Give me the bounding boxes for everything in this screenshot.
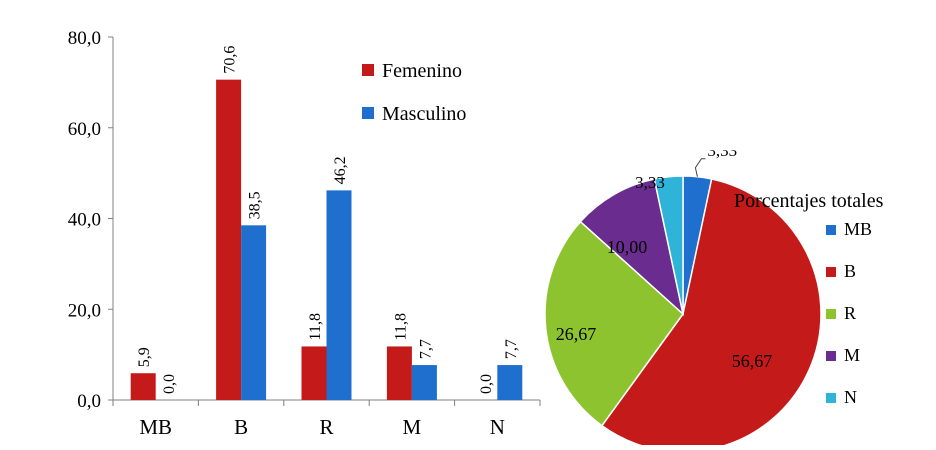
y-tick-label: 80,0 xyxy=(68,28,101,49)
pie-legend-label-r: R xyxy=(844,303,856,323)
data-label: 46,2 xyxy=(332,156,349,184)
pie-legend-swatch-mb xyxy=(826,225,836,235)
x-tick-label: MB xyxy=(139,415,172,439)
y-tick-label: 60,0 xyxy=(68,119,101,140)
legend-swatch-masculino xyxy=(362,107,374,119)
pie-label-m: 10,00 xyxy=(607,237,648,257)
legend-label-masculino: Masculino xyxy=(382,103,466,125)
bar-masculino-r xyxy=(326,190,352,400)
bar-femenino-r xyxy=(301,346,327,400)
data-label: 11,8 xyxy=(392,313,409,340)
legend-label-femenino: Femenino xyxy=(382,60,462,82)
y-tick-label: 0,0 xyxy=(77,391,101,412)
pie-chart-panel: 56,67 26,67 10,00 3,33 3,33 Porcentajes total… xyxy=(520,141,936,450)
bar-femenino-mb xyxy=(130,373,156,400)
bar-femenino-m xyxy=(386,346,412,400)
pie-legend-swatch-b xyxy=(826,267,836,277)
pie-slice-r xyxy=(544,220,685,427)
data-label: 7,7 xyxy=(503,339,520,359)
data-label: 0,0 xyxy=(161,374,178,394)
pie-legend-swatch-m xyxy=(826,351,836,361)
x-tick-label: R xyxy=(319,415,333,439)
pie-legend-label-b: B xyxy=(844,261,856,281)
pie-legend-label-m: M xyxy=(844,345,860,365)
bar-masculino-m xyxy=(411,365,437,400)
legend-swatch-femenino xyxy=(362,64,374,76)
x-tick-label: B xyxy=(234,415,248,439)
x-tick-label: N xyxy=(490,415,505,439)
y-tick-label: 20,0 xyxy=(68,300,101,321)
bar-chart: 0,0 20,0 40,0 60,0 80,0 MB 5,9 0,0 B 70,6 38,5 R 11,… xyxy=(68,28,541,439)
pie-label-r: 26,67 xyxy=(556,324,597,344)
data-label: 11,8 xyxy=(307,313,324,340)
pie-leader-line xyxy=(694,158,706,177)
bar-masculino-b xyxy=(241,225,267,400)
data-label: 0,0 xyxy=(478,374,495,394)
pie-slice-b xyxy=(600,178,822,450)
data-label: 5,9 xyxy=(136,347,153,367)
pie-label-n: 3,33 xyxy=(635,173,665,192)
bar-femenino-b xyxy=(216,79,242,400)
pie-legend-label-n: N xyxy=(844,387,857,407)
pie-legend-label-mb: MB xyxy=(844,219,872,239)
data-label: 70,6 xyxy=(222,46,239,74)
data-label: 38,5 xyxy=(247,191,264,219)
pie-chart: 56,67 26,67 10,00 3,33 3,33 Porcentajes total… xyxy=(544,141,884,450)
data-label: 7,7 xyxy=(417,339,434,359)
pie-legend-swatch-n xyxy=(826,393,836,403)
bar-masculino-n xyxy=(497,365,523,400)
bar-chart-panel: 0,0 20,0 40,0 60,0 80,0 MB 5,9 0,0 B 70,6 38,5 R 11,… xyxy=(68,28,541,439)
pie-label-b: 56,67 xyxy=(732,351,773,371)
pie-title: Porcentajes totales xyxy=(734,190,884,212)
pie-label-mb: 3,33 xyxy=(707,150,737,160)
pie-legend-swatch-r xyxy=(826,309,836,319)
x-tick-label: M xyxy=(403,415,422,439)
pie-slice-m xyxy=(579,178,685,317)
pie-slice-n xyxy=(653,175,684,315)
y-tick-label: 40,0 xyxy=(68,210,101,231)
